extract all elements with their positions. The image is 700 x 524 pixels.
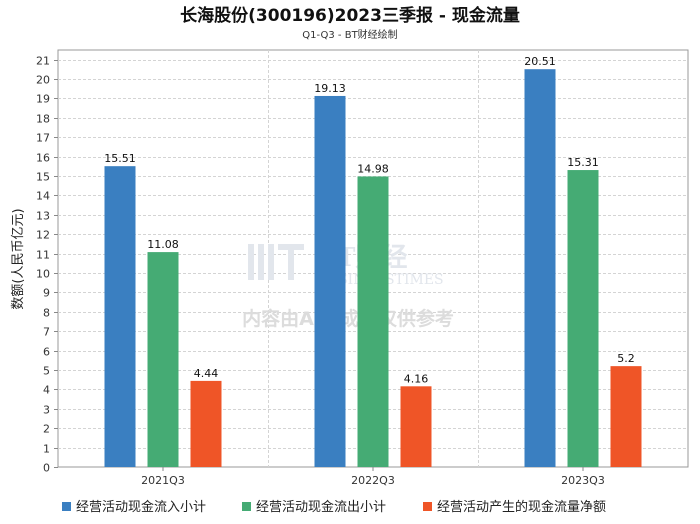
data-label: 5.2 — [617, 352, 635, 365]
data-label: 20.51 — [524, 55, 556, 68]
y-tick-label: 19 — [36, 93, 50, 106]
data-label: 4.16 — [404, 372, 429, 385]
y-tick-label: 18 — [36, 113, 50, 126]
y-tick-label: 3 — [43, 404, 50, 417]
y-tick-label: 4 — [43, 384, 50, 397]
data-label: 15.51 — [104, 152, 136, 165]
bars: 15.51 11.08 4.44 19.13 14.98 4.16 20.51 15.31 5.… — [104, 55, 642, 468]
watermark-note: 内容由AI生成，仅供参考 — [242, 307, 454, 330]
y-tick-label: 11 — [36, 249, 50, 262]
y-tick-label: 9 — [43, 287, 50, 300]
x-tick-label: 2022Q3 — [351, 474, 395, 487]
y-axis-label: 数额(人民币亿元) — [11, 208, 26, 309]
data-label: 14.98 — [357, 162, 389, 175]
x-tick-label: 2023Q3 — [561, 474, 605, 487]
y-tick-label: 13 — [36, 210, 50, 223]
bt-logo-icon — [248, 244, 304, 280]
data-label: 15.31 — [567, 156, 599, 169]
y-tick-label: 16 — [36, 152, 50, 165]
chart-title: 长海股份(300196)2023三季报 - 现金流量 — [180, 5, 520, 26]
y-tick-label: 21 — [36, 55, 50, 68]
bar — [357, 176, 389, 467]
legend-label: 经营活动现金流出小计 — [256, 499, 386, 515]
data-label: 4.44 — [194, 367, 219, 380]
y-tick-label: 1 — [43, 443, 50, 456]
y-tick-label: 14 — [36, 190, 50, 203]
bar — [400, 386, 432, 467]
bar — [314, 95, 346, 467]
bar — [524, 69, 556, 468]
axes: 01234567891011121314151617181920212021Q3… — [36, 55, 605, 488]
legend-swatch — [242, 502, 251, 511]
y-tick-label: 20 — [36, 74, 50, 87]
x-tick-label: 2021Q3 — [141, 474, 185, 487]
y-tick-label: 0 — [43, 462, 50, 475]
legend-label: 经营活动现金流入小计 — [76, 499, 206, 515]
y-tick-label: 5 — [43, 365, 50, 378]
bar — [104, 166, 136, 467]
y-tick-label: 17 — [36, 132, 50, 145]
data-label: 19.13 — [314, 82, 346, 95]
bar — [147, 252, 179, 467]
bar — [610, 366, 642, 467]
y-tick-label: 15 — [36, 171, 50, 184]
legend-swatch — [62, 502, 71, 511]
y-tick-label: 10 — [36, 268, 50, 281]
y-tick-label: 12 — [36, 229, 50, 242]
y-tick-label: 8 — [43, 307, 50, 320]
legend-swatch — [423, 502, 432, 511]
y-tick-label: 7 — [43, 326, 50, 339]
bar — [190, 380, 222, 467]
data-label: 11.08 — [147, 238, 179, 251]
y-tick-label: 6 — [43, 346, 50, 359]
y-tick-label: 2 — [43, 423, 50, 436]
legend-label: 经营活动产生的现金流量净额 — [437, 499, 606, 515]
legend: 经营活动现金流入小计 经营活动现金流出小计 经营活动产生的现金流量净额 — [62, 499, 606, 515]
chart-subtitle: Q1-Q3 - BT财经绘制 — [302, 28, 397, 41]
bar — [567, 170, 599, 468]
